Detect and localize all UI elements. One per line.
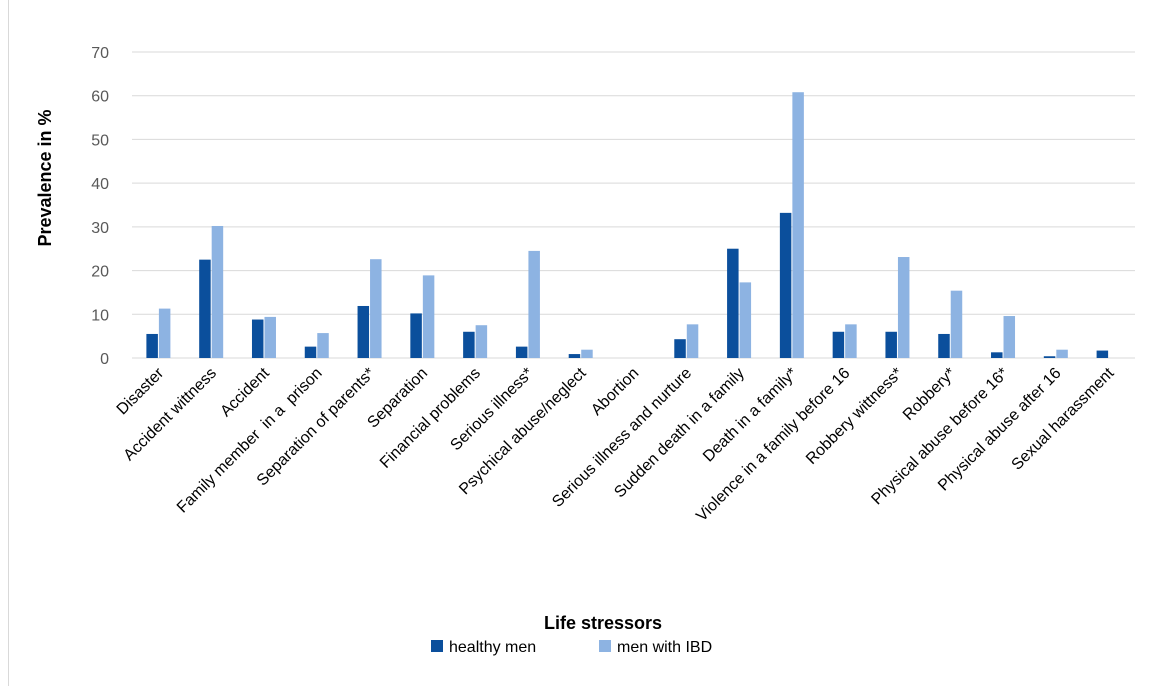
bar-healthy-men [199, 259, 211, 358]
legend: healthy men men with IBD [431, 639, 712, 656]
bar-men-with-ibd [581, 349, 593, 358]
bar-men-with-ibd [422, 275, 435, 358]
x-tick-label: Sexual harassment [1009, 364, 1118, 473]
y-tick-label: 20 [91, 264, 109, 281]
bar-men-with-ibd [739, 282, 752, 358]
y-axis-label: Prevalence in % [35, 109, 55, 246]
bar-healthy-men [251, 319, 264, 358]
x-tick-label: Robbery wittness* [803, 365, 906, 468]
bar-healthy-men [938, 333, 950, 358]
bar-men-with-ibd [792, 92, 804, 359]
bar-healthy-men [1043, 356, 1056, 358]
y-tick-label: 0 [100, 351, 109, 368]
legend-swatch [431, 640, 443, 652]
x-tick-label: Accident [217, 364, 273, 420]
bar-healthy-men [674, 339, 686, 358]
bar-healthy-men [727, 248, 739, 358]
y-tick-label: 60 [91, 89, 109, 106]
legend-swatch [599, 640, 611, 652]
bar-men-with-ibd [370, 259, 382, 358]
x-axis-label: Life stressors [544, 613, 662, 633]
bar-men-with-ibd [845, 324, 857, 358]
bar-men-with-ibd [475, 325, 488, 358]
bar-healthy-men [357, 305, 370, 358]
bar-healthy-men [885, 331, 897, 358]
x-tick-label: Accident wittness [121, 365, 220, 464]
bar-men-with-ibd [317, 333, 329, 358]
y-tick-label: 30 [91, 220, 109, 237]
bar-healthy-men [515, 346, 528, 358]
bar-healthy-men [832, 331, 845, 358]
bar-men-with-ibd [264, 316, 276, 358]
y-axis-ticks: 0 10 20 30 40 50 60 70 [91, 45, 109, 368]
bar-men-with-ibd [211, 225, 224, 358]
x-tick-label: Financial problems [377, 365, 484, 472]
bar-men-with-ibd [1056, 349, 1068, 358]
bar-healthy-men [1096, 350, 1109, 358]
y-tick-label: 70 [91, 45, 109, 62]
y-tick-label: 10 [91, 307, 109, 324]
bar-men-with-ibd [686, 324, 699, 358]
bar-men-with-ibd [528, 250, 540, 358]
gridlines [132, 51, 1135, 359]
bar-healthy-men [146, 333, 158, 358]
bar-men-with-ibd [1003, 316, 1016, 358]
bar-healthy-men [463, 331, 475, 358]
bar-healthy-men [410, 313, 422, 358]
x-tick-label: Disaster [114, 364, 168, 418]
bar-healthy-men [991, 352, 1003, 358]
figure-border [8, 0, 9, 686]
bar-healthy-men [779, 212, 792, 358]
bar-healthy-men [304, 346, 317, 358]
x-tick-label: Abortion [588, 365, 642, 419]
y-tick-label: 50 [91, 132, 109, 149]
bar-healthy-men [568, 354, 581, 358]
bars [146, 92, 1109, 359]
x-tick-label: Death in a family* [700, 365, 801, 466]
bar-men-with-ibd [950, 290, 963, 358]
legend-label: men with IBD [617, 639, 712, 656]
y-tick-label: 40 [91, 176, 109, 193]
bar-men-with-ibd [897, 257, 910, 358]
bar-men-with-ibd [158, 308, 171, 358]
legend-label: healthy men [449, 639, 536, 656]
